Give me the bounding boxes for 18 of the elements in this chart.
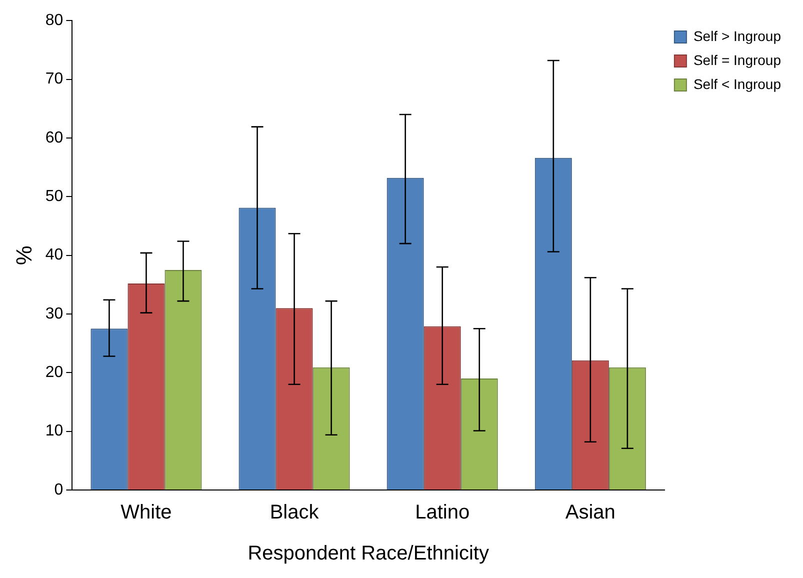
y-tick-label: 0 (54, 481, 64, 498)
x-tick-label: White (120, 502, 172, 524)
y-tick-label: 80 (45, 12, 64, 30)
y-tick-label: 10 (45, 422, 64, 440)
x-tick-label: Black (270, 502, 320, 524)
y-tick-label: 50 (45, 188, 64, 206)
legend-label: Self = Ingroup (693, 52, 782, 68)
y-tick-label: 20 (45, 364, 64, 382)
y-tick-label: 70 (45, 70, 64, 88)
y-tick-label: 60 (45, 129, 64, 146)
legend-label: Self < Ingroup (693, 76, 782, 92)
y-tick-label: 30 (45, 305, 64, 322)
x-tick-label: Asian (565, 502, 616, 524)
x-tick-label: Latino (415, 502, 470, 524)
legend-label: Self > Ingroup (693, 28, 782, 44)
y-tick-label: 40 (45, 246, 64, 264)
x-axis-title: Respondent Race/Ethnicity (248, 542, 489, 565)
y-axis-title: % (11, 246, 36, 266)
